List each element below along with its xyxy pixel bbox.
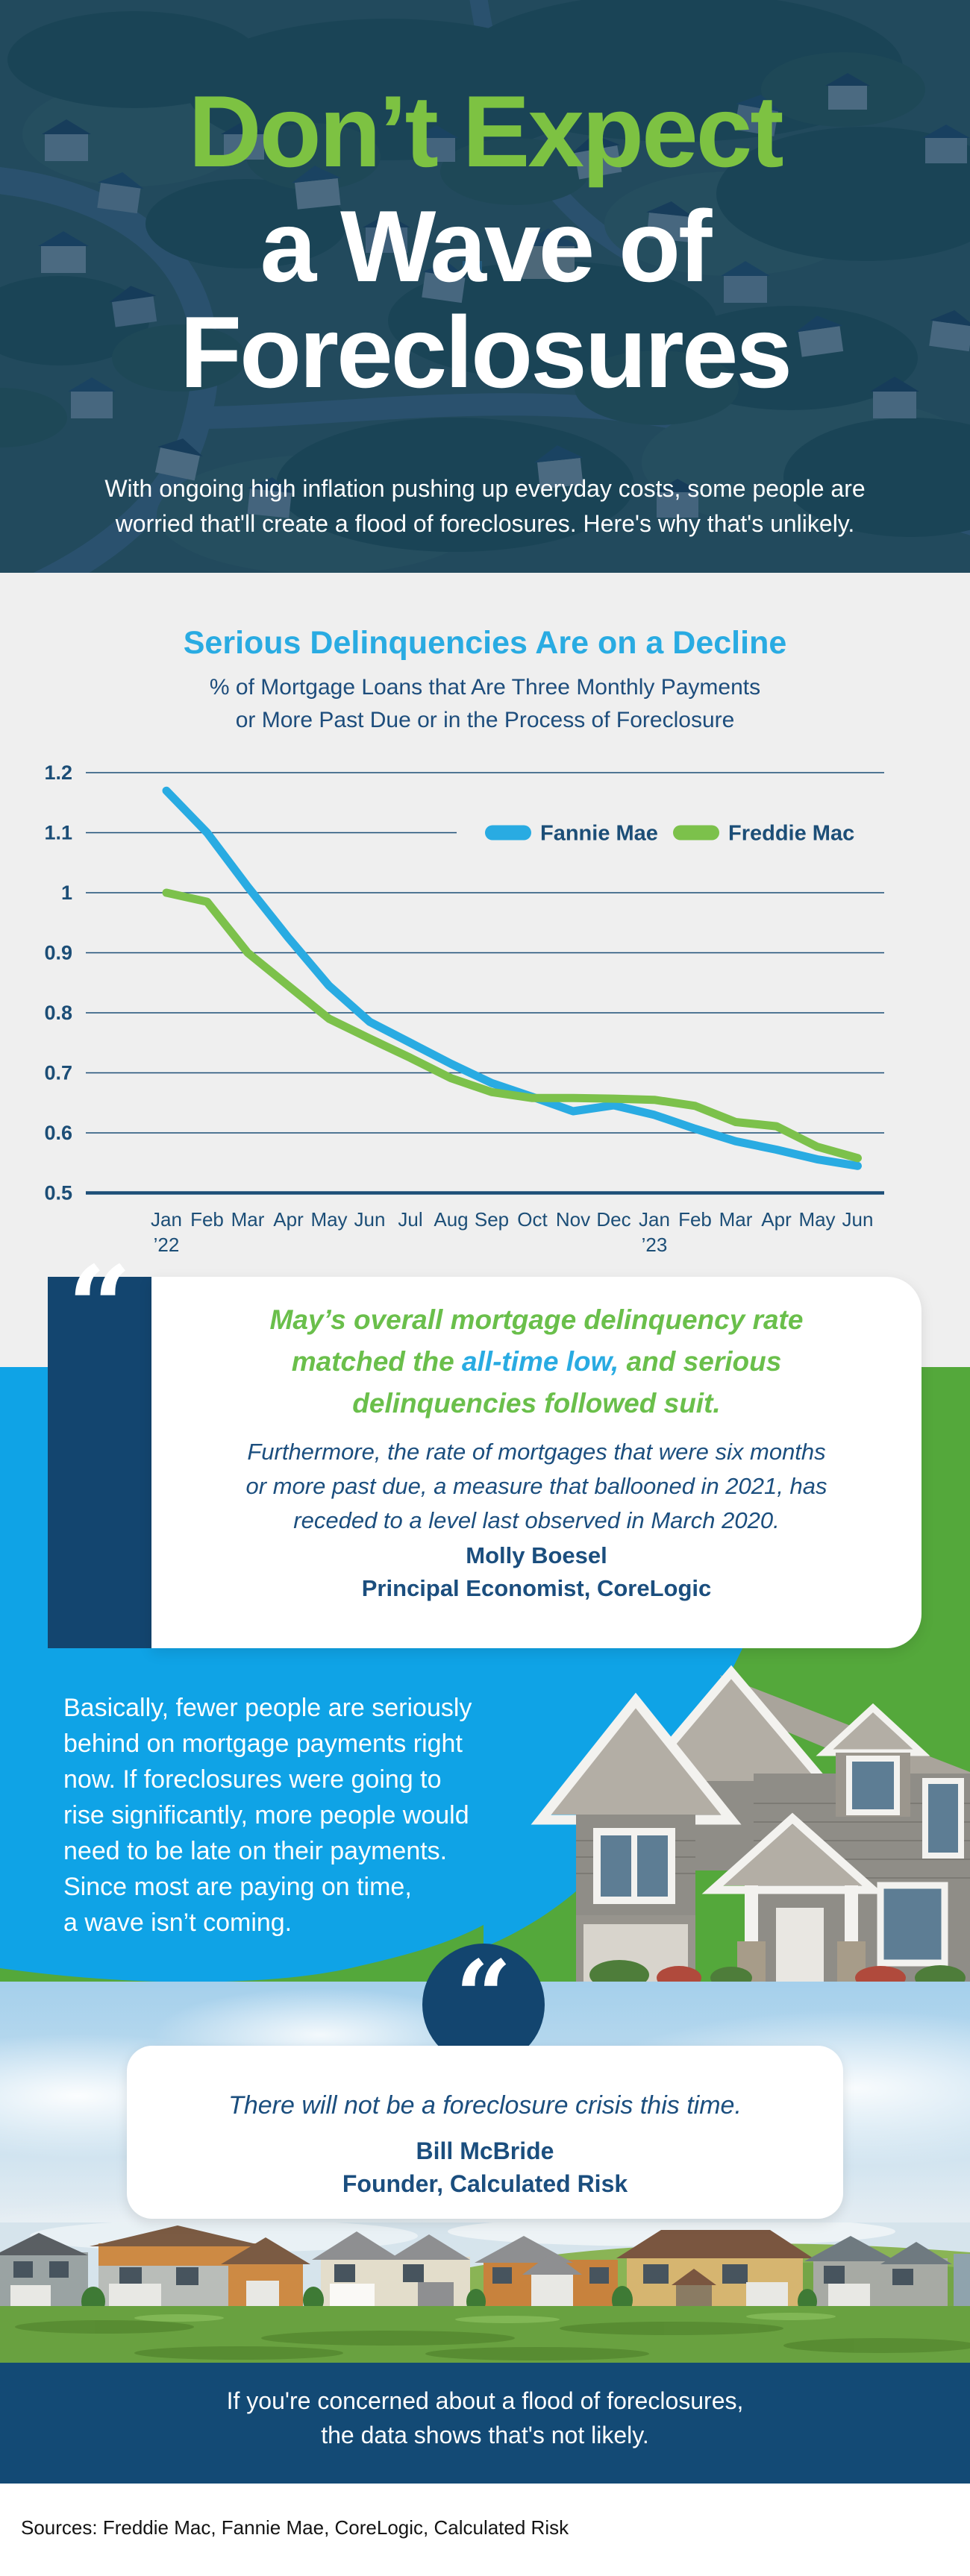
y-axis-label: 0.8 xyxy=(44,1002,72,1024)
legend-swatch-fannie-mae xyxy=(485,825,531,841)
footer-message: If you're concerned about a flood of for… xyxy=(226,2387,744,2448)
x-axis-label: Dec xyxy=(596,1208,630,1231)
legend-label: Fannie Mae xyxy=(540,822,658,846)
y-axis-label: 0.5 xyxy=(44,1182,72,1204)
series-line-fannie-mae xyxy=(162,786,862,1170)
header-section: Don’t Expect a Wave of Foreclosures With… xyxy=(0,0,970,573)
x-axis-label: Jun xyxy=(354,1208,386,1231)
x-axis-label: Feb xyxy=(678,1208,712,1231)
page-title-line3: Foreclosures xyxy=(179,295,792,409)
quote1-highlight: all-time low, xyxy=(461,1346,619,1377)
quote1-author: Molly Boesel xyxy=(466,1542,607,1568)
quote1-line2-post: and serious xyxy=(619,1346,782,1377)
chart-section-background xyxy=(0,573,970,1367)
page-title-line1: Don’t Expect xyxy=(188,75,783,188)
x-axis-label: Apr xyxy=(761,1208,792,1231)
legend-swatch-freddie-mac xyxy=(673,825,719,841)
chart-title: Serious Delinquencies Are on a Decline xyxy=(183,625,787,661)
quote1-headline: May’s overall mortgage delinquency rate … xyxy=(151,1299,922,1424)
y-axis-label: 1.1 xyxy=(44,822,72,844)
quote2-author: Bill McBride xyxy=(416,2137,554,2164)
x-axis-label: Jul xyxy=(398,1208,422,1231)
x-axis-label: Apr xyxy=(273,1208,304,1231)
x-axis-label: Nov xyxy=(556,1208,590,1231)
y-axis-label: 1.2 xyxy=(44,761,72,784)
photo-overlay xyxy=(0,0,970,573)
x-axis-label: May xyxy=(310,1208,347,1231)
quote1-headline-line3: delinquencies followed suit. xyxy=(352,1388,721,1419)
series-line-freddie-mac xyxy=(162,888,862,1163)
x-axis-label: Sep xyxy=(475,1208,509,1231)
quote1-author-role: Principal Economist, CoreLogic xyxy=(361,1575,712,1601)
quote1-headline-line1: May’s overall mortgage delinquency rate xyxy=(269,1304,804,1335)
houses-row-photo xyxy=(0,2222,970,2363)
x-axis-label: Aug xyxy=(434,1208,468,1231)
row-house xyxy=(0,2225,970,2308)
sources-bar xyxy=(0,2484,970,2576)
aerial-neighborhood-photo xyxy=(0,0,970,573)
sources-text: Sources: Freddie Mac, Fannie Mae, CoreLo… xyxy=(21,2516,569,2539)
quote-mark-icon: “ xyxy=(67,1242,132,1373)
y-axis-label: 0.6 xyxy=(44,1122,72,1144)
quote2-circle xyxy=(422,1944,545,2066)
x-axis-year-label: ’22 xyxy=(154,1234,180,1256)
delinquency-line-chart: 1.2 1.1 1 0.9 0.8 0.7 0.6 0.5 Jan Feb Mar Apr May Jun… xyxy=(44,761,884,1256)
legend-label: Freddie Mac xyxy=(728,822,854,846)
quote1-body: Furthermore, the rate of mortgages that … xyxy=(245,1439,827,1533)
body-paragraph: Basically, fewer people are seriously beh… xyxy=(63,1694,472,1937)
y-axis-label: 1 xyxy=(61,882,72,904)
y-axis-label: 0.7 xyxy=(44,1062,72,1084)
x-axis-label: Feb xyxy=(190,1208,224,1231)
quote2-text: There will not be a foreclosure crisis t… xyxy=(228,2091,742,2120)
page-title-line2: a Wave of xyxy=(260,189,713,303)
intro-paragraph: With ongoing high inflation pushing up e… xyxy=(104,475,866,537)
x-axis-label: Jan xyxy=(639,1208,670,1231)
house-photo xyxy=(531,1665,970,1982)
quote2-author-role: Founder, Calculated Risk xyxy=(342,2170,628,2197)
footer-band xyxy=(0,2363,970,2484)
x-axis-label: Jun xyxy=(842,1208,874,1231)
quote-mark-icon: “ xyxy=(455,1939,512,2055)
x-axis-label: Jan xyxy=(151,1208,182,1231)
x-axis-label: May xyxy=(798,1208,835,1231)
x-axis-label: Oct xyxy=(517,1208,548,1231)
x-axis-year-label: ’23 xyxy=(642,1234,668,1256)
quote1-line2-pre: matched the xyxy=(291,1346,462,1377)
quote2-card xyxy=(127,2046,843,2219)
quote1-card xyxy=(151,1277,922,1648)
y-axis-label: 0.9 xyxy=(44,942,72,964)
quote1-accent-block xyxy=(48,1277,151,1648)
x-axis-label: Mar xyxy=(719,1208,753,1231)
chart-subtitle: % of Mortgage Loans that Are Three Month… xyxy=(209,675,761,732)
x-axis-label: Mar xyxy=(231,1208,265,1231)
